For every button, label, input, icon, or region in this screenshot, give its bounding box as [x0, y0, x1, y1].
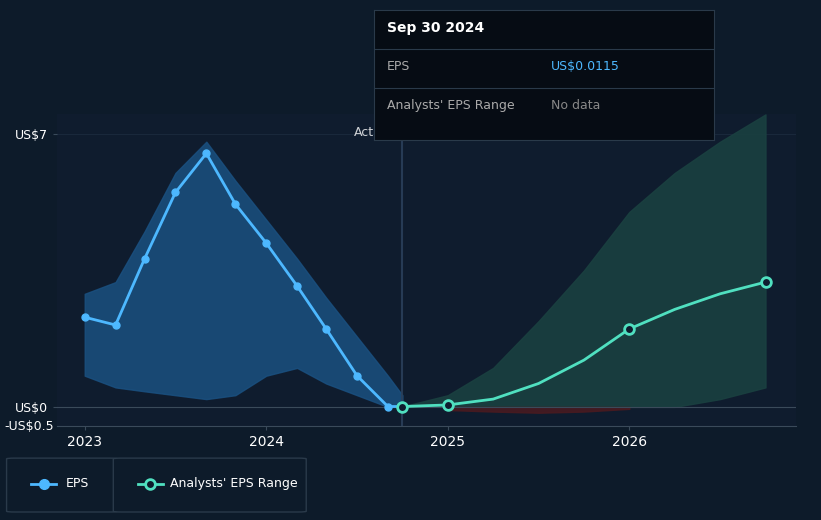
Text: -US$0.5: -US$0.5	[4, 420, 54, 433]
FancyBboxPatch shape	[113, 458, 306, 512]
FancyBboxPatch shape	[7, 458, 117, 512]
Text: Analysts' EPS Range: Analysts' EPS Range	[388, 99, 515, 112]
Text: Sep 30 2024: Sep 30 2024	[388, 21, 484, 35]
Text: US$0.0115: US$0.0115	[551, 60, 620, 73]
Text: Actual: Actual	[354, 126, 393, 139]
Text: EPS: EPS	[66, 477, 89, 490]
Text: EPS: EPS	[388, 60, 410, 73]
Text: Analysts Forecasts: Analysts Forecasts	[411, 126, 528, 139]
Text: Analysts' EPS Range: Analysts' EPS Range	[170, 477, 297, 490]
Text: No data: No data	[551, 99, 600, 112]
